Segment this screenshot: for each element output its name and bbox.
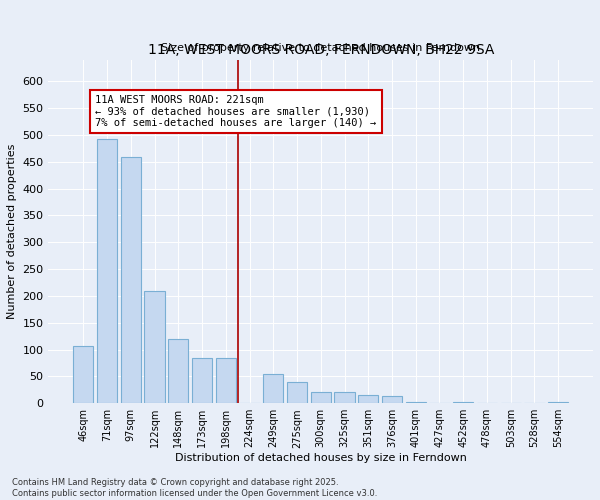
Bar — [216, 358, 236, 403]
Bar — [287, 382, 307, 403]
Bar — [453, 402, 473, 403]
Bar — [168, 339, 188, 403]
Text: Size of property relative to detached houses in Ferndown: Size of property relative to detached ho… — [161, 43, 481, 53]
Title: 11A, WEST MOORS ROAD, FERNDOWN, BH22 9SA: 11A, WEST MOORS ROAD, FERNDOWN, BH22 9SA — [148, 44, 494, 58]
Bar — [382, 396, 402, 403]
Bar — [263, 374, 283, 403]
Bar — [334, 392, 355, 403]
X-axis label: Distribution of detached houses by size in Ferndown: Distribution of detached houses by size … — [175, 453, 467, 463]
Bar — [358, 395, 379, 403]
Text: Contains HM Land Registry data © Crown copyright and database right 2025.
Contai: Contains HM Land Registry data © Crown c… — [12, 478, 377, 498]
Bar — [121, 156, 141, 403]
Y-axis label: Number of detached properties: Number of detached properties — [7, 144, 17, 320]
Bar — [192, 358, 212, 403]
Bar — [548, 402, 568, 403]
Bar — [406, 402, 426, 403]
Bar — [311, 392, 331, 403]
Bar — [73, 346, 94, 403]
Bar — [97, 139, 117, 403]
Text: 11A WEST MOORS ROAD: 221sqm
← 93% of detached houses are smaller (1,930)
7% of s: 11A WEST MOORS ROAD: 221sqm ← 93% of det… — [95, 95, 376, 128]
Bar — [145, 290, 164, 403]
